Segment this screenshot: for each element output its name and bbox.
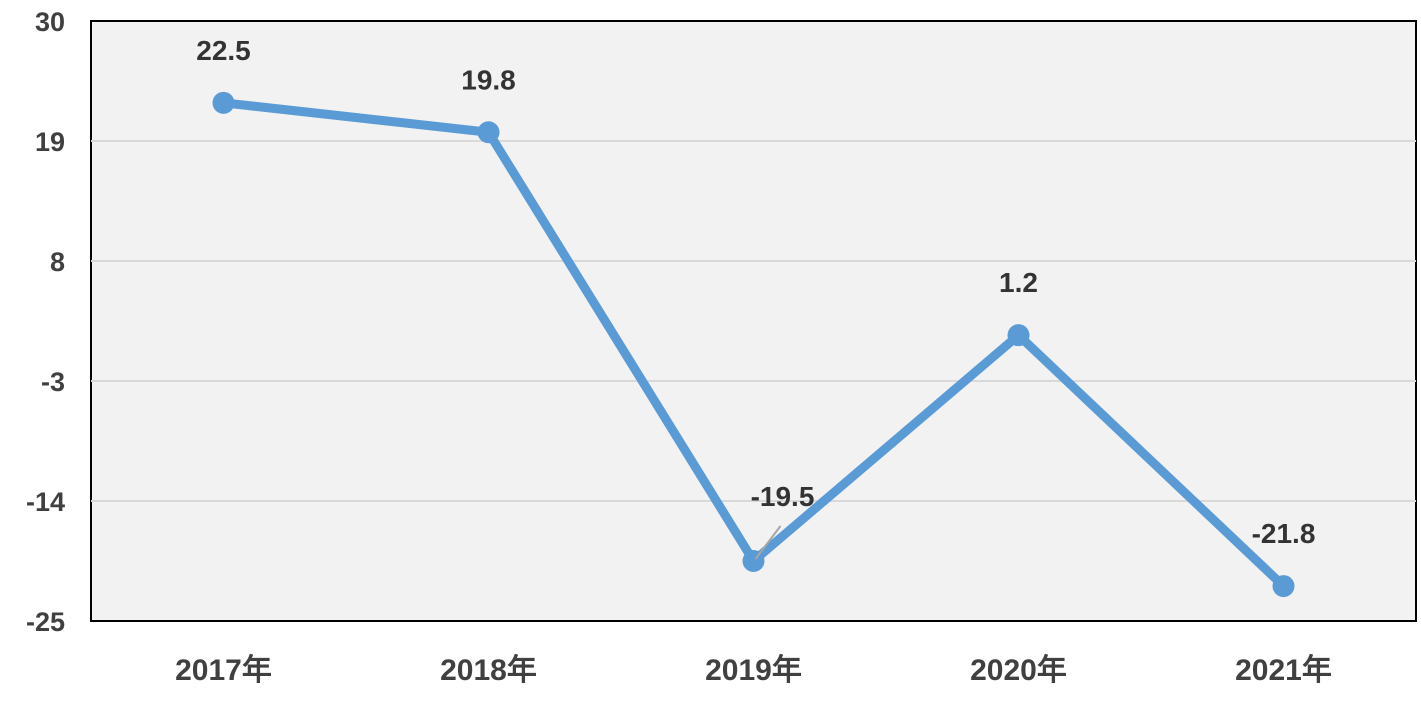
x-tick-label: 2020年: [970, 654, 1067, 687]
y-tick-label: 8: [50, 247, 65, 277]
x-axis-ticks: 2017年 2018年 2019年 2020年 2021年: [175, 654, 1332, 687]
data-label: -21.8: [1252, 518, 1316, 549]
y-tick-label: 19: [35, 127, 65, 157]
y-axis-ticks: 30 19 8 -3 -14 -25: [26, 7, 65, 637]
data-point: [1007, 324, 1030, 347]
data-point: [477, 121, 500, 144]
y-tick-label: -25: [26, 607, 65, 637]
gridlines: [91, 140, 1416, 502]
y-tick-label: -3: [41, 367, 65, 397]
data-point: [212, 91, 235, 114]
y-tick-label: -14: [26, 487, 65, 517]
leader-line: [754, 525, 782, 560]
plot-area: [90, 20, 1417, 622]
y-tick-label: 30: [35, 7, 65, 37]
x-tick-label: 2021年: [1235, 654, 1332, 687]
x-tick-label: 2017年: [175, 654, 272, 687]
data-point: [742, 550, 765, 572]
x-tick-label: 2019年: [705, 654, 802, 687]
data-label: -19.5: [751, 481, 815, 512]
data-labels: 22.5 19.8 -19.5 1.2 -21.8: [196, 35, 1316, 560]
data-label: 1.2: [999, 267, 1038, 298]
data-label: 22.5: [196, 35, 251, 66]
x-tick-label: 2018年: [440, 654, 537, 687]
data-point: [1272, 575, 1295, 598]
data-label: 19.8: [461, 64, 516, 95]
